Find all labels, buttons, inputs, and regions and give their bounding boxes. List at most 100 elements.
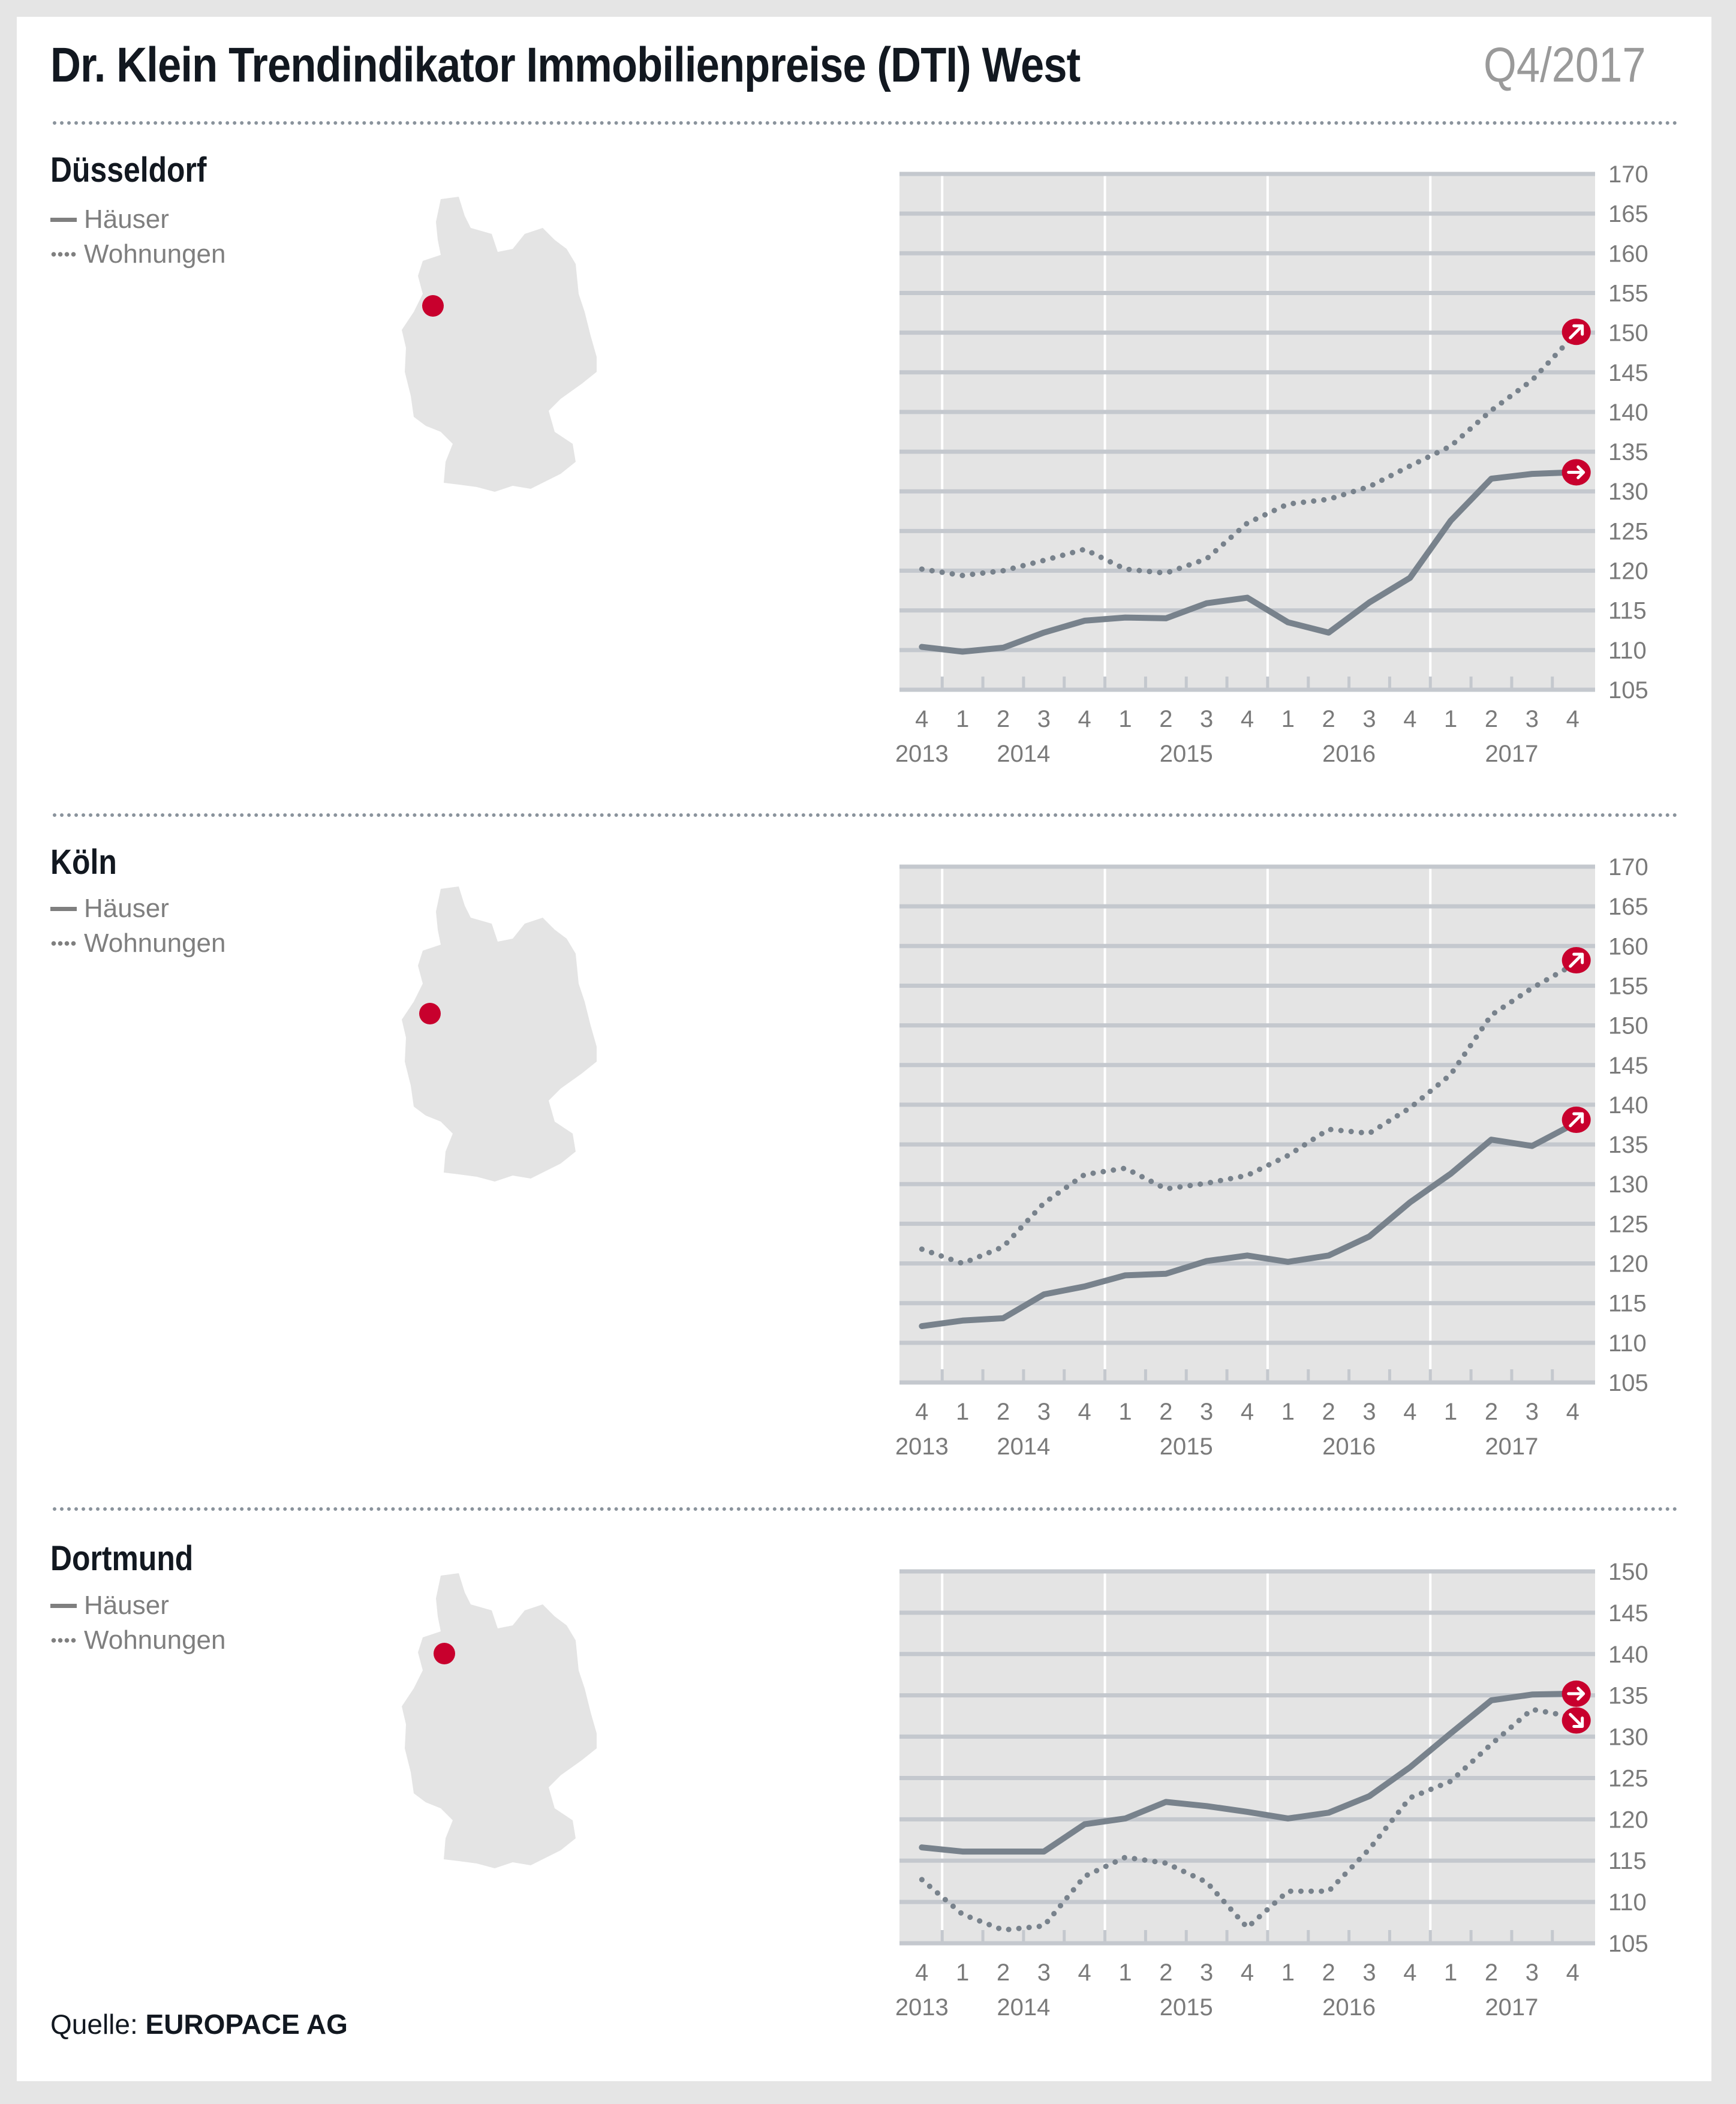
x-tick-label: 1 bbox=[956, 706, 969, 732]
y-tick-label: 170 bbox=[1608, 854, 1648, 880]
plot-area bbox=[899, 867, 1595, 1382]
separator bbox=[53, 121, 1678, 125]
y-tick-label: 135 bbox=[1608, 1683, 1648, 1709]
x-year-label: 2013 bbox=[895, 741, 949, 767]
y-tick-label: 145 bbox=[1608, 1053, 1648, 1079]
x-tick-label: 1 bbox=[1281, 1959, 1295, 1986]
x-year-label: 2015 bbox=[1160, 741, 1213, 767]
x-tick-label: 2 bbox=[1322, 1399, 1335, 1425]
chart-koeln: 105 110 115 120 125 130 135 140 145 150 155 160 165 1… bbox=[895, 854, 1648, 1460]
y-tick-label: 120 bbox=[1608, 558, 1648, 585]
period-label: Q4/2017 bbox=[1484, 38, 1646, 92]
chart-dusseldorf: 105 110 115 120 125 130 135 140 145 150 155 160 165 1… bbox=[895, 161, 1648, 767]
x-tick-label: 2 bbox=[997, 706, 1010, 732]
dotted-line-swatch bbox=[50, 252, 77, 257]
x-tick-label: 3 bbox=[1362, 1959, 1376, 1986]
x-tick-label: 3 bbox=[1037, 706, 1051, 732]
x-year-label: 2013 bbox=[895, 1994, 949, 2021]
x-tick-label: 2 bbox=[1322, 706, 1335, 732]
x-tick-label: 4 bbox=[1566, 1959, 1579, 1986]
city-title: Düsseldorf bbox=[50, 151, 207, 190]
y-tick-label: 110 bbox=[1608, 1889, 1647, 1916]
x-tick-label: 2 bbox=[1485, 706, 1498, 732]
y-tick-label: 115 bbox=[1608, 1291, 1647, 1317]
x-tick-label: 3 bbox=[1037, 1959, 1051, 1986]
germany-map bbox=[402, 1573, 597, 1868]
x-tick-label: 4 bbox=[915, 1959, 928, 1986]
x-year-label: 2014 bbox=[997, 1433, 1050, 1460]
x-tick-label: 2 bbox=[1159, 706, 1172, 732]
x-tick-label: 3 bbox=[1526, 1959, 1539, 1986]
x-tick-label: 3 bbox=[1200, 1959, 1213, 1986]
source-note: Quelle: EUROPACE AG bbox=[50, 2009, 348, 2040]
germany-map bbox=[402, 197, 597, 492]
trend-arrow-icon bbox=[1562, 459, 1591, 486]
x-tick-label: 2 bbox=[997, 1959, 1010, 1986]
y-tick-label: 125 bbox=[1608, 1211, 1648, 1237]
x-tick-label: 4 bbox=[1241, 1959, 1254, 1986]
y-tick-label: 140 bbox=[1608, 399, 1648, 426]
y-tick-label: 145 bbox=[1608, 1600, 1648, 1627]
y-tick-label: 130 bbox=[1608, 1724, 1648, 1751]
x-year-label: 2016 bbox=[1322, 1994, 1376, 2021]
series-line-houses bbox=[919, 1122, 1576, 1330]
x-tick-label: 3 bbox=[1200, 1399, 1213, 1425]
x-tick-label: 3 bbox=[1362, 706, 1376, 732]
plot-area bbox=[899, 1571, 1595, 1943]
y-tick-label: 130 bbox=[1608, 1171, 1648, 1198]
x-tick-label: 4 bbox=[1403, 706, 1416, 732]
x-tick-label: 4 bbox=[1241, 1399, 1254, 1425]
series-line-apartments bbox=[919, 962, 1576, 1267]
x-year-label: 2014 bbox=[997, 741, 1050, 767]
y-tick-label: 140 bbox=[1608, 1092, 1648, 1119]
y-tick-label: 110 bbox=[1608, 1330, 1647, 1357]
x-tick-label: 4 bbox=[1566, 706, 1579, 732]
y-tick-label: 130 bbox=[1608, 479, 1648, 505]
x-tick-label: 4 bbox=[1566, 1399, 1579, 1425]
x-tick-label: 3 bbox=[1526, 1399, 1539, 1425]
dotted-line-swatch bbox=[50, 941, 77, 946]
x-tick-label: 3 bbox=[1200, 706, 1213, 732]
y-tick-label: 140 bbox=[1608, 1642, 1648, 1668]
x-tick-label: 1 bbox=[956, 1399, 969, 1425]
city-marker bbox=[422, 295, 444, 317]
x-tick-label: 3 bbox=[1362, 1399, 1376, 1425]
series-line-houses bbox=[919, 469, 1576, 655]
x-tick-label: 1 bbox=[956, 1959, 969, 1986]
x-tick-label: 3 bbox=[1037, 1399, 1051, 1425]
y-tick-label: 155 bbox=[1608, 280, 1648, 306]
legend-item-houses: Häuser bbox=[50, 1588, 226, 1623]
y-tick-label: 150 bbox=[1608, 1013, 1648, 1039]
solid-line-swatch bbox=[50, 1603, 77, 1608]
trend-arrow-icon bbox=[1562, 947, 1591, 974]
legend: Häuser Wohnungen bbox=[50, 202, 226, 272]
x-tick-label: 1 bbox=[1281, 706, 1295, 732]
x-tick-label: 1 bbox=[1444, 1959, 1457, 1986]
trend-arrow-icon bbox=[1562, 318, 1591, 345]
y-tick-label: 115 bbox=[1608, 1848, 1647, 1874]
y-tick-label: 170 bbox=[1608, 161, 1648, 188]
y-tick-label: 120 bbox=[1608, 1807, 1648, 1833]
y-tick-label: 165 bbox=[1608, 201, 1648, 227]
trend-arrow-icon bbox=[1562, 1707, 1591, 1734]
x-tick-label: 2 bbox=[1159, 1959, 1172, 1986]
y-tick-label: 135 bbox=[1608, 1132, 1648, 1158]
y-tick-label: 125 bbox=[1608, 1765, 1648, 1792]
x-year-label: 2013 bbox=[895, 1433, 949, 1460]
page-title: Dr. Klein Trendindikator Immobilienpreis… bbox=[50, 38, 1081, 92]
y-tick-label: 105 bbox=[1608, 677, 1648, 704]
x-year-label: 2015 bbox=[1160, 1994, 1213, 2021]
x-year-label: 2016 bbox=[1322, 741, 1376, 767]
plot-area bbox=[899, 174, 1595, 690]
legend-item-apartments: Wohnungen bbox=[50, 237, 226, 272]
y-tick-label: 145 bbox=[1608, 360, 1648, 386]
x-tick-label: 4 bbox=[1078, 706, 1091, 732]
series-line-apartments bbox=[919, 333, 1576, 578]
x-tick-label: 4 bbox=[1403, 1959, 1416, 1986]
x-tick-label: 2 bbox=[1485, 1959, 1498, 1986]
y-tick-label: 120 bbox=[1608, 1251, 1648, 1278]
x-tick-label: 4 bbox=[1241, 706, 1254, 732]
x-tick-label: 1 bbox=[1118, 1399, 1132, 1425]
trend-arrow-icon bbox=[1562, 1107, 1591, 1133]
y-tick-label: 125 bbox=[1608, 518, 1648, 545]
